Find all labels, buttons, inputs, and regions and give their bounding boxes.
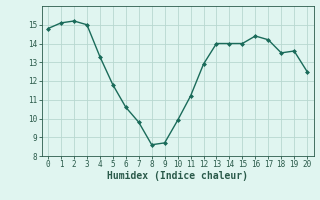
X-axis label: Humidex (Indice chaleur): Humidex (Indice chaleur) <box>107 171 248 181</box>
